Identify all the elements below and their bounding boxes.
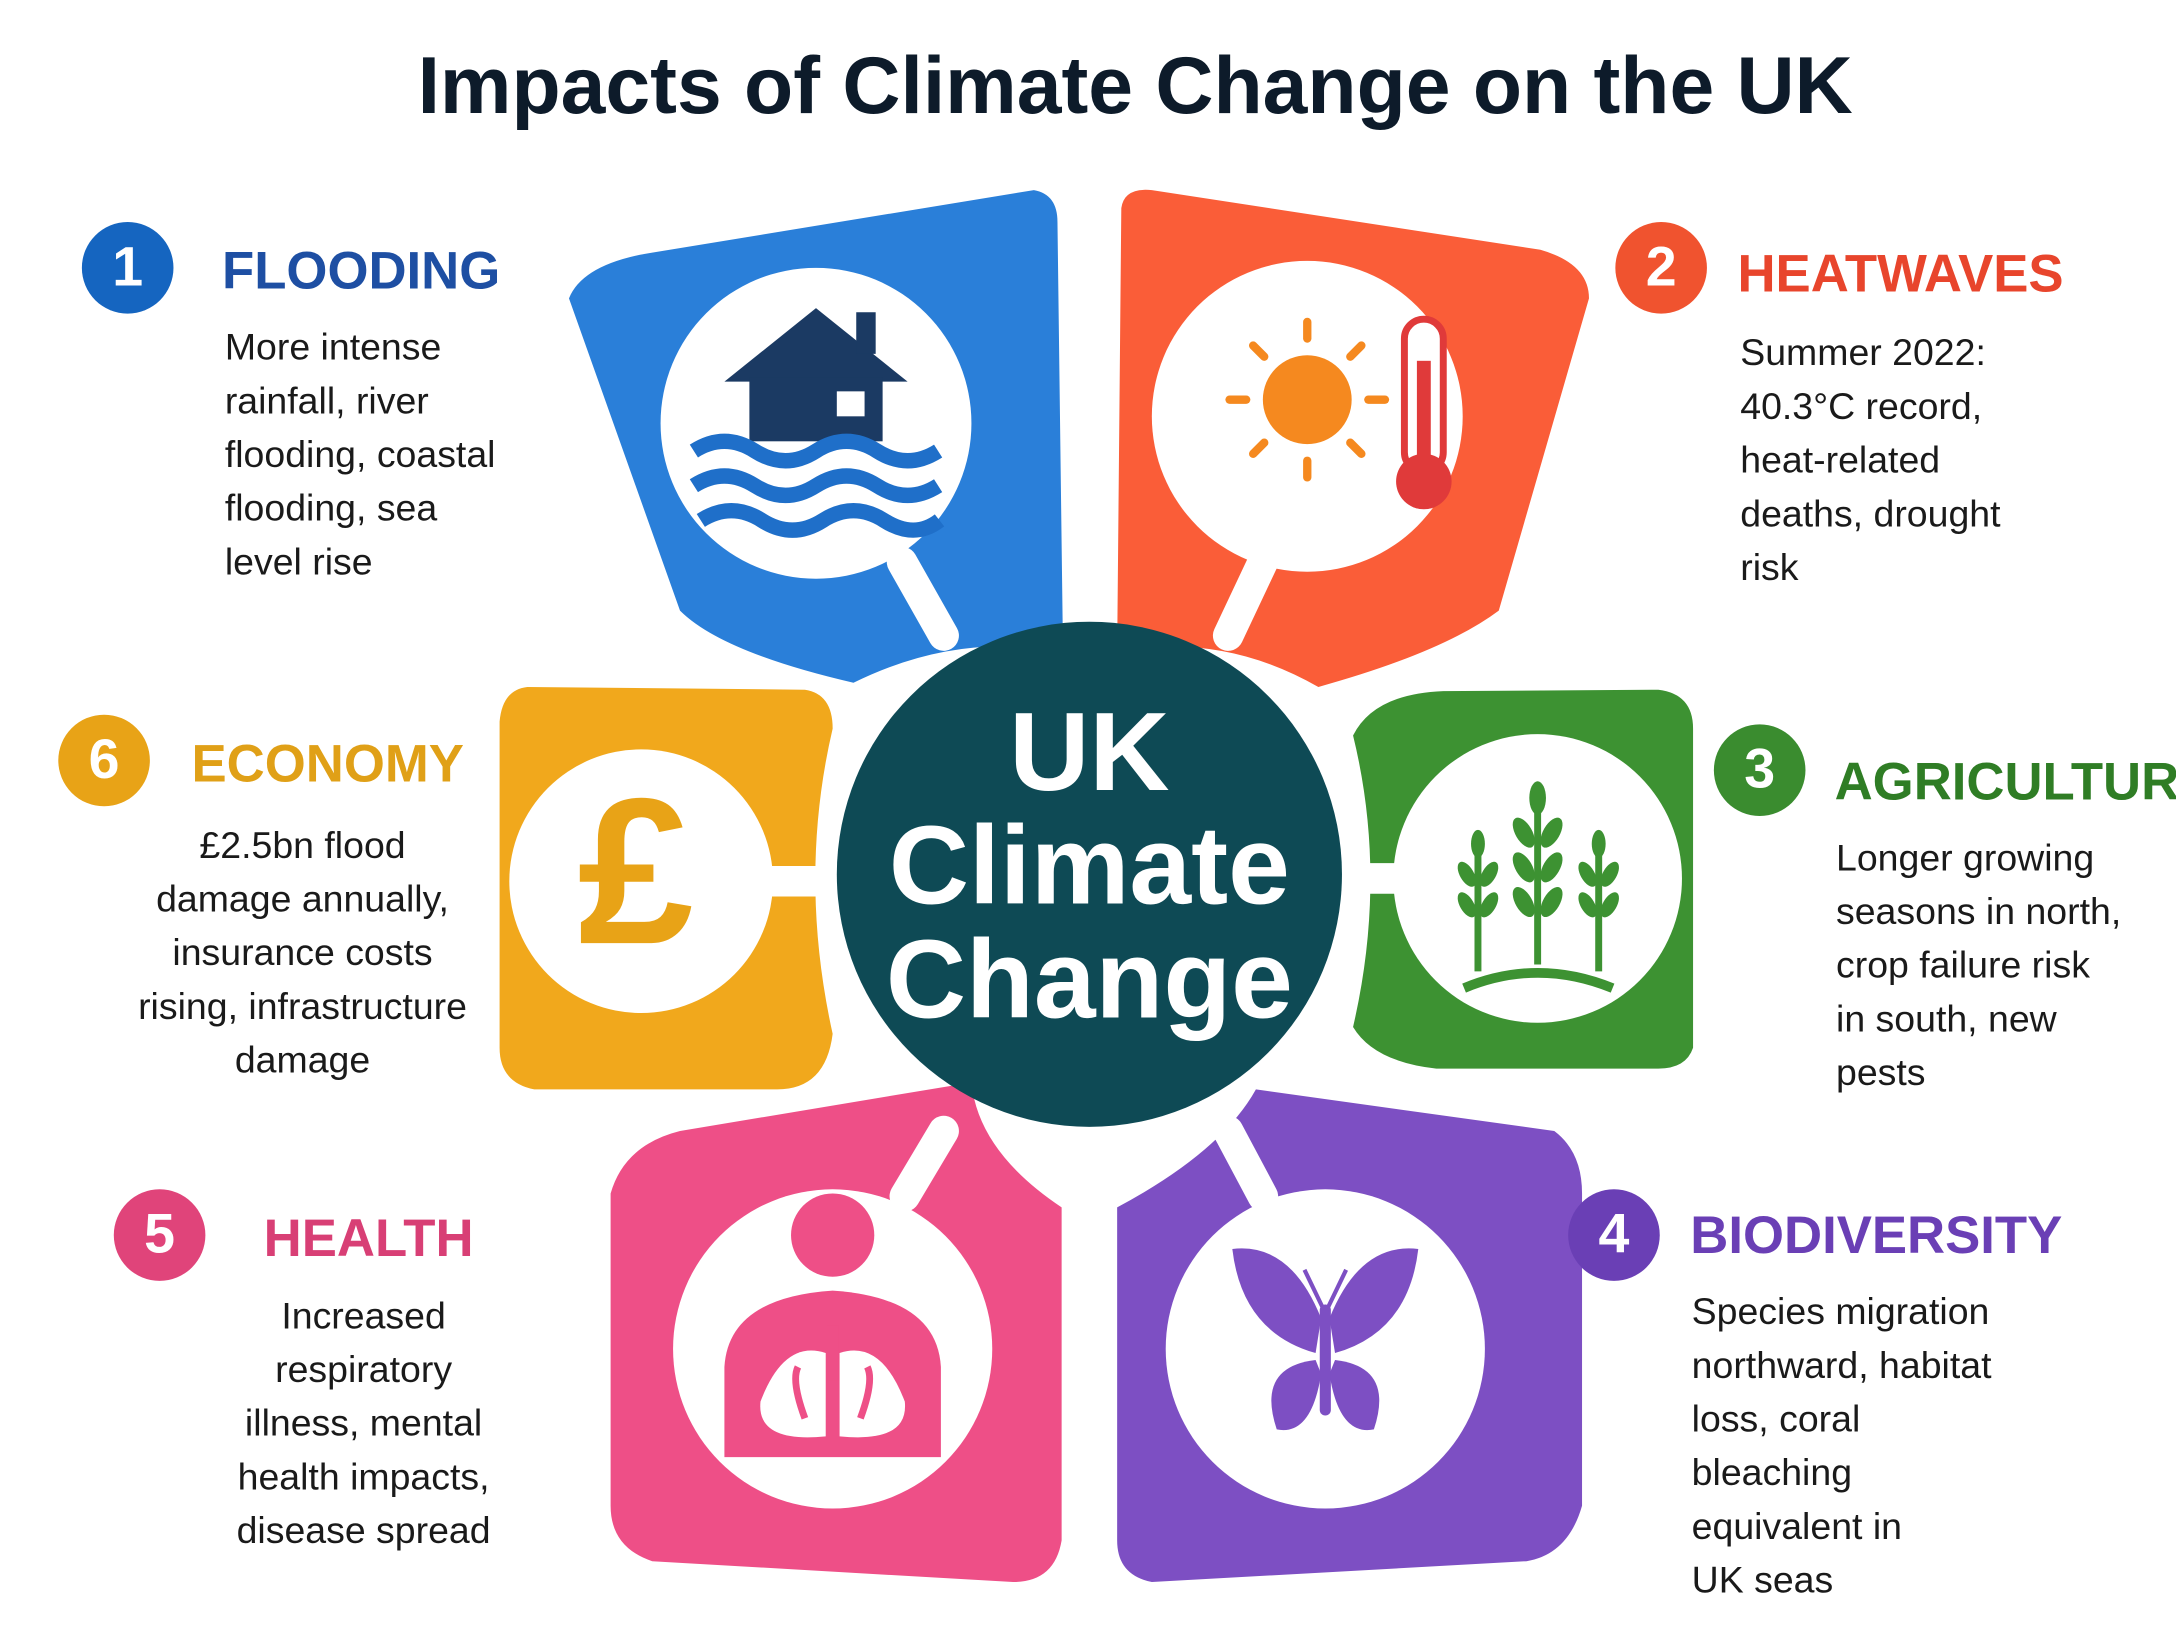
impact-item: 4 BIODIVERSITY Species migration northward,… xyxy=(1568,1189,2062,1601)
number-badge xyxy=(113,1189,206,1281)
item-text: northward, habitat xyxy=(1692,1344,1992,1386)
item-text: equivalent in xyxy=(1692,1505,1902,1547)
title: Impacts of Climate Change on the UK xyxy=(418,41,1853,131)
icon-circle xyxy=(509,749,773,1014)
impact-item: 3 AGRICULTURE Longer growing seasons in nor… xyxy=(1713,724,2176,1093)
item-text: insurance costs xyxy=(172,931,432,973)
item-text: UK seas xyxy=(1692,1559,1834,1601)
item-text: disease spread xyxy=(237,1509,491,1551)
item-text: deaths, drought xyxy=(1740,492,2001,534)
pound-icon: £ xyxy=(578,756,694,988)
item-text: loss, coral xyxy=(1692,1398,1861,1440)
item-heading: BIODIVERSITY xyxy=(1690,1206,2062,1265)
item-text: Summer 2022: xyxy=(1740,331,1986,373)
connector xyxy=(889,1115,959,1212)
number-badge xyxy=(58,714,150,807)
item-text: Increased xyxy=(281,1294,445,1336)
item-text: pests xyxy=(1836,1051,1926,1093)
center-line: Climate xyxy=(889,803,1290,928)
impact-item: 6 ECONOMY £2.5bn flood damage annually, insu… xyxy=(58,714,467,1081)
item-text: damage xyxy=(235,1039,370,1081)
butterfly-icon xyxy=(1232,1248,1419,1431)
number-badge xyxy=(1568,1189,1660,1281)
item-heading: HEATWAVES xyxy=(1737,244,2063,303)
center-line: UK xyxy=(1009,689,1169,814)
item-text: risk xyxy=(1740,546,1799,588)
item-text: bleaching xyxy=(1692,1451,1852,1493)
item-text: level rise xyxy=(225,540,373,582)
item-text: seasons in north, xyxy=(1836,890,2121,932)
item-text: rising, infrastructure xyxy=(138,985,467,1027)
item-text: health impacts, xyxy=(238,1455,490,1497)
health-icon xyxy=(724,1193,941,1458)
item-text: flooding, coastal xyxy=(225,433,496,475)
item-text: illness, mental xyxy=(245,1402,482,1444)
item-text: respiratory xyxy=(275,1348,452,1390)
item-text: flooding, sea xyxy=(225,487,438,529)
item-heading: AGRICULTURE xyxy=(1835,752,2176,811)
item-text: in south, new xyxy=(1836,997,2058,1039)
wheat-icon xyxy=(1457,781,1619,993)
flood-icon xyxy=(689,308,945,538)
item-heading: ECONOMY xyxy=(192,734,464,793)
number-badge xyxy=(81,222,174,314)
impact-item: 5 HEALTH Increased respiratory illness, ment… xyxy=(113,1189,491,1551)
number-badge xyxy=(1713,724,1806,816)
item-number: 4 xyxy=(1599,1203,1630,1265)
items: 1 FLOODING More intense rainfall, river floo… xyxy=(58,222,2176,1601)
item-text: Longer growing xyxy=(1836,836,2094,878)
connector xyxy=(1212,546,1279,651)
number-badge xyxy=(1615,222,1707,314)
item-text: More intense xyxy=(225,326,442,368)
center-line: Change xyxy=(886,916,1293,1041)
item-text: rainfall, river xyxy=(225,379,429,421)
item-number: 6 xyxy=(89,728,120,790)
impact-item: 2 HEATWAVES Summer 2022: 40.3°C record, heat… xyxy=(1615,222,2064,588)
connector xyxy=(886,546,959,651)
item-text: heat-related xyxy=(1740,439,1940,481)
item-text: damage annually, xyxy=(156,878,449,920)
heat-icon xyxy=(1225,315,1452,510)
item-text: crop failure risk xyxy=(1836,944,2090,986)
item-number: 2 xyxy=(1646,235,1677,297)
item-heading: FLOODING xyxy=(222,242,500,301)
item-number: 1 xyxy=(112,235,143,297)
impact-item: 1 FLOODING More intense rainfall, river floo… xyxy=(81,222,500,582)
item-heading: HEALTH xyxy=(264,1209,474,1268)
center-circle xyxy=(836,621,1342,1127)
item-number: 5 xyxy=(144,1203,175,1265)
item-text: £2.5bn flood xyxy=(199,824,405,866)
item-number: 3 xyxy=(1744,738,1775,800)
item-text: 40.3°C record, xyxy=(1740,385,1982,427)
connector xyxy=(1212,1115,1279,1212)
item-text: Species migration xyxy=(1692,1290,1990,1332)
